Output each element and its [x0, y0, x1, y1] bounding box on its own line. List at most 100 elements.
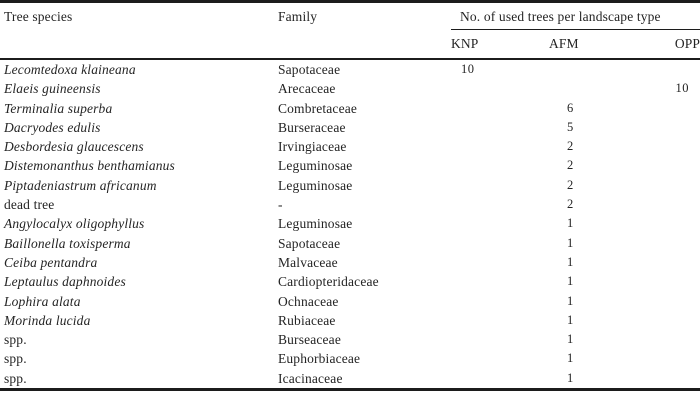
family-cell: Cardiopteridaceae	[278, 274, 379, 290]
afm-count-cell: 1	[567, 351, 574, 366]
column-header-opp: OPP	[656, 29, 700, 60]
family-cell: Leguminosae	[278, 216, 353, 232]
opp-count-cell	[656, 99, 700, 118]
table-row: Lophira alata Ochnaceae 1	[0, 292, 700, 311]
knp-count-cell	[451, 99, 549, 118]
family-cell: Burseaceae	[278, 332, 341, 348]
opp-count-cell	[656, 195, 700, 214]
afm-count-cell: 1	[567, 216, 574, 231]
knp-count-cell: 10	[461, 62, 475, 76]
header-row-sub: KNP AFM OPP	[0, 29, 700, 60]
table-row: dead tree - 2	[0, 195, 700, 214]
opp-count-cell	[656, 292, 700, 311]
family-cell: Ochnaceae	[278, 293, 339, 309]
afm-count-cell: 2	[567, 177, 574, 192]
table-row: Ceiba pentandra Malvaceae 1	[0, 253, 700, 272]
family-cell: Combretaceae	[278, 100, 358, 116]
family-cell: Sapotaceae	[278, 62, 341, 77]
species-cell: Leptaulus daphnoides	[4, 274, 126, 290]
species-cell: Ceiba pentandra	[4, 254, 98, 270]
knp-count-cell	[451, 118, 549, 137]
opp-count-cell	[656, 311, 700, 330]
afm-count-cell: 1	[567, 235, 574, 250]
table-row: Elaeis guineensis Arecaceae 10	[0, 79, 700, 98]
species-cell: spp.	[4, 351, 27, 367]
family-cell: Burseraceae	[278, 119, 346, 135]
family-cell: Sapotaceae	[278, 235, 341, 251]
table-row: Morinda lucida Rubiaceae 1	[0, 311, 700, 330]
opp-count-cell	[656, 59, 700, 79]
species-cell: spp.	[0, 368, 274, 392]
knp-count-cell	[451, 349, 549, 368]
knp-count-cell	[451, 214, 549, 233]
table-row: Distemonanthus benthamianus Leguminosae …	[0, 156, 700, 175]
knp-count-cell	[451, 79, 549, 98]
opp-count-cell	[656, 137, 700, 156]
table-body: Lecomtedoxa klaineana Sapotaceae 10 Elae…	[0, 59, 700, 392]
opp-count-cell	[656, 214, 700, 233]
family-cell: Icacinaceae	[274, 368, 451, 392]
knp-count-cell	[451, 311, 549, 330]
family-cell: Malvaceae	[278, 254, 338, 270]
opp-count-cell: 10	[675, 81, 690, 96]
table-row: Lecomtedoxa klaineana Sapotaceae 10	[0, 59, 700, 79]
opp-count-cell	[656, 272, 700, 291]
opp-count-cell	[656, 176, 700, 195]
species-cell: Angylocalyx oligophyllus	[4, 216, 145, 232]
afm-count-cell: 1	[567, 254, 574, 269]
afm-count-cell: 1	[567, 293, 574, 308]
species-cell: Lecomtedoxa klaineana	[4, 62, 136, 77]
species-cell: Dacryodes edulis	[4, 119, 101, 135]
table-row: spp. Icacinaceae 1	[0, 368, 700, 392]
afm-count-cell: 6	[567, 100, 574, 115]
column-header-knp: KNP	[451, 29, 549, 60]
column-header-tree-species: Tree species	[0, 1, 274, 60]
knp-count-cell	[451, 234, 549, 253]
family-cell: -	[278, 197, 283, 213]
afm-count-cell: 2	[567, 139, 574, 154]
table-row: spp. Euphorbiaceae 1	[0, 349, 700, 368]
opp-count-cell	[656, 349, 700, 368]
table-header: Tree species Family No. of used trees pe…	[0, 1, 700, 60]
family-cell: Leguminosae	[278, 158, 353, 174]
opp-count-cell	[656, 330, 700, 349]
afm-count-cell: 1	[567, 312, 574, 327]
family-cell: Arecaceae	[278, 81, 336, 97]
species-cell: Elaeis guineensis	[4, 81, 101, 97]
afm-count-cell: 2	[567, 197, 574, 212]
opp-count-cell	[656, 118, 700, 137]
species-cell: Terminalia superba	[4, 100, 113, 116]
column-header-afm: AFM	[549, 29, 656, 60]
opp-count-cell	[656, 156, 700, 175]
afm-count-cell: 2	[567, 158, 574, 173]
afm-count-cell: 1	[567, 332, 574, 347]
species-cell: Lophira alata	[4, 293, 81, 309]
knp-count-cell	[451, 137, 549, 156]
species-cell: Morinda lucida	[4, 312, 91, 328]
species-cell: Distemonanthus benthamianus	[4, 158, 175, 174]
column-header-family: Family	[274, 1, 451, 60]
table-row: Leptaulus daphnoides Cardiopteridaceae 1	[0, 272, 700, 291]
afm-count-cell	[549, 79, 656, 98]
knp-count-cell	[451, 195, 549, 214]
opp-count-cell	[656, 368, 700, 392]
afm-count-cell: 1	[567, 274, 574, 289]
family-cell: Euphorbiaceae	[278, 351, 361, 367]
family-cell: Leguminosae	[278, 177, 353, 193]
knp-count-cell	[451, 368, 549, 392]
table-row: spp. Burseaceae 1	[0, 330, 700, 349]
header-row-main: Tree species Family No. of used trees pe…	[0, 1, 700, 60]
knp-count-cell	[451, 292, 549, 311]
species-cell: spp.	[4, 332, 27, 348]
family-cell: Rubiaceae	[278, 312, 336, 328]
afm-count-cell: 1	[549, 368, 656, 392]
afm-count-cell: 5	[567, 119, 574, 134]
species-cell: dead tree	[4, 197, 55, 213]
knp-count-cell	[451, 176, 549, 195]
knp-count-cell	[451, 272, 549, 291]
column-header-landscape-group: No. of used trees per landscape type	[451, 1, 700, 30]
table-row: Angylocalyx oligophyllus Leguminosae 1	[0, 214, 700, 233]
species-cell: Desbordesia glaucescens	[4, 139, 144, 155]
table-row: Dacryodes edulis Burseraceae 5	[0, 118, 700, 137]
